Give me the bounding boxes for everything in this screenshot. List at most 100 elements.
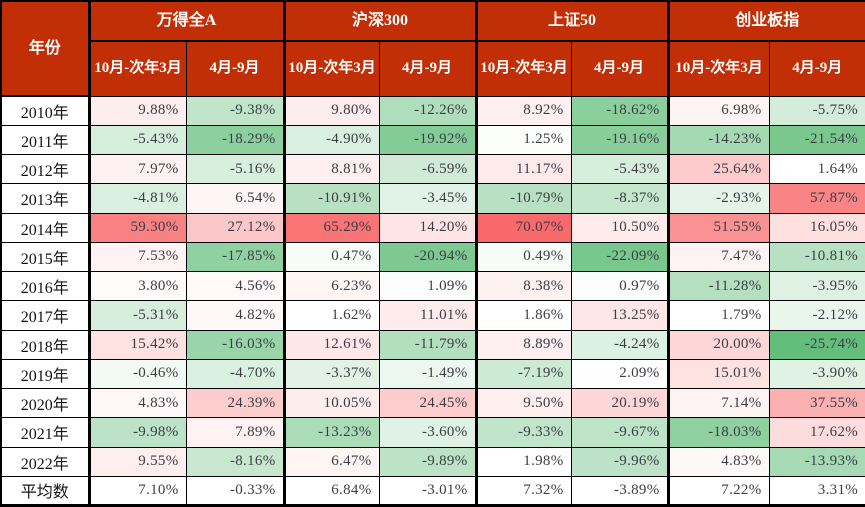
value-cell: 4.83%: [87, 387, 187, 419]
value-cell: -20.94%: [378, 241, 477, 273]
value-cell: 20.00%: [666, 329, 770, 360]
value-cell: -0.46%: [87, 358, 187, 390]
value-cell: 51.55%: [666, 212, 770, 243]
value-cell: -11.28%: [666, 270, 770, 302]
period-header-oct-mar: 10月-次年3月: [474, 40, 572, 97]
value-cell: 3.31%: [768, 475, 865, 507]
table-row: 2015年 7.53% -17.85% 0.47% -20.94% 0.49% -22.09…: [0, 241, 865, 273]
group-header-sse50: 上证50: [474, 0, 669, 42]
table-row: 2021年 -9.98% 7.89% -13.23% -3.60% -9.33% -9.67…: [0, 417, 865, 448]
value-cell: 24.45%: [378, 387, 477, 419]
value-cell: -22.09%: [570, 241, 669, 273]
value-cell: 6.54%: [185, 183, 285, 214]
value-cell: 8.81%: [282, 153, 380, 185]
period-header-oct-mar: 10月-次年3月: [282, 40, 380, 97]
table-row: 2012年 7.97% -5.16% 8.81% -6.59% 11.17% -5.43% 2…: [0, 153, 865, 185]
value-cell: 6.47%: [282, 446, 380, 477]
table-body: 2010年 9.88% -9.38% 9.80% -12.26% 8.92% -18.62%…: [0, 95, 865, 507]
group-header-csi300: 沪深300: [282, 0, 477, 42]
value-cell: -8.37%: [570, 183, 669, 214]
value-cell: -3.89%: [570, 475, 669, 507]
value-cell: 12.61%: [282, 329, 380, 360]
value-cell: -10.91%: [282, 183, 380, 214]
value-cell: 1.09%: [378, 270, 477, 302]
value-cell: 7.89%: [185, 417, 285, 448]
value-cell: 7.10%: [87, 475, 187, 507]
value-cell: -3.45%: [378, 183, 477, 214]
value-cell: -17.85%: [185, 241, 285, 273]
value-cell: -4.81%: [87, 183, 187, 214]
value-cell: 4.56%: [185, 270, 285, 302]
year-cell: 平均数: [0, 475, 90, 507]
value-cell: -10.81%: [768, 241, 865, 273]
value-cell: -4.24%: [570, 329, 669, 360]
value-cell: 10.05%: [282, 387, 380, 419]
value-cell: 1.64%: [768, 153, 865, 185]
value-cell: -13.93%: [768, 446, 865, 477]
table-row: 2017年 -5.31% 4.82% 1.62% 11.01% 1.86% 13.25% 1.…: [0, 300, 865, 331]
value-cell: 9.88%: [87, 95, 187, 126]
value-cell: 7.14%: [666, 387, 770, 419]
year-cell: 2019年: [0, 358, 90, 390]
table-row: 2018年 15.42% -16.03% 12.61% -11.79% 8.89% -4.2…: [0, 329, 865, 360]
value-cell: 8.92%: [474, 95, 572, 126]
year-cell: 2018年: [0, 329, 90, 360]
value-cell: -10.79%: [474, 183, 572, 214]
value-cell: 7.22%: [666, 475, 770, 507]
value-cell: 6.98%: [666, 95, 770, 126]
value-cell: -3.60%: [378, 417, 477, 448]
period-header-apr-sep: 4月-9月: [185, 40, 285, 97]
value-cell: 15.01%: [666, 358, 770, 390]
year-cell: 2010年: [0, 95, 90, 126]
year-cell: 2022年: [0, 446, 90, 477]
value-cell: 7.97%: [87, 153, 187, 185]
year-cell: 2015年: [0, 241, 90, 273]
value-cell: -3.90%: [768, 358, 865, 390]
period-header-apr-sep: 4月-9月: [378, 40, 477, 97]
year-cell: 2016年: [0, 270, 90, 302]
value-cell: 4.82%: [185, 300, 285, 331]
value-cell: 1.62%: [282, 300, 380, 331]
value-cell: 27.12%: [185, 212, 285, 243]
value-cell: 59.30%: [87, 212, 187, 243]
value-cell: -5.16%: [185, 153, 285, 185]
table-row: 2014年 59.30% 27.12% 65.29% 14.20% 70.07% 10.50…: [0, 212, 865, 243]
value-cell: -18.03%: [666, 417, 770, 448]
table-header: 年份 万得全A 沪深300 上证50 创业板指 10月-次年3月 4月-9月 1…: [0, 0, 865, 97]
value-cell: 15.42%: [87, 329, 187, 360]
value-cell: 17.62%: [768, 417, 865, 448]
value-cell: 1.25%: [474, 124, 572, 156]
year-cell: 2011年: [0, 124, 90, 156]
value-cell: -11.79%: [378, 329, 477, 360]
value-cell: 2.09%: [570, 358, 669, 390]
group-header-wind-all-a: 万得全A: [87, 0, 285, 42]
value-cell: -9.98%: [87, 417, 187, 448]
table-row: 2013年 -4.81% 6.54% -10.91% -3.45% -10.79% -8.3…: [0, 183, 865, 214]
value-cell: -9.38%: [185, 95, 285, 126]
value-cell: -8.16%: [185, 446, 285, 477]
value-cell: -9.67%: [570, 417, 669, 448]
value-cell: -3.01%: [378, 475, 477, 507]
value-cell: -14.23%: [666, 124, 770, 156]
value-cell: 6.84%: [282, 475, 380, 507]
value-cell: 9.50%: [474, 387, 572, 419]
value-cell: 9.55%: [87, 446, 187, 477]
value-cell: 1.98%: [474, 446, 572, 477]
value-cell: -0.33%: [185, 475, 285, 507]
year-cell: 2017年: [0, 300, 90, 331]
value-cell: 14.20%: [378, 212, 477, 243]
value-cell: -2.12%: [768, 300, 865, 331]
year-cell: 2021年: [0, 417, 90, 448]
value-cell: 6.23%: [282, 270, 380, 302]
value-cell: 8.89%: [474, 329, 572, 360]
value-cell: 20.19%: [570, 387, 669, 419]
value-cell: 11.01%: [378, 300, 477, 331]
year-cell: 2020年: [0, 387, 90, 419]
group-header-chinext: 创业板指: [666, 0, 865, 42]
year-cell: 2014年: [0, 212, 90, 243]
value-cell: -19.16%: [570, 124, 669, 156]
value-cell: -6.59%: [378, 153, 477, 185]
value-cell: -5.75%: [768, 95, 865, 126]
table-row: 2019年 -0.46% -4.70% -3.37% -1.49% -7.19% 2.09%…: [0, 358, 865, 390]
value-cell: 9.80%: [282, 95, 380, 126]
